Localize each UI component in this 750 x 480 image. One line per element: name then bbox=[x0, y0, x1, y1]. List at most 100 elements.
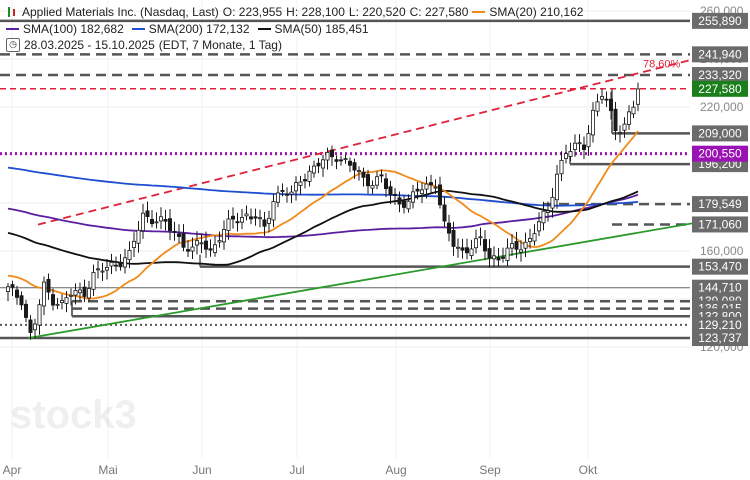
candle-up bbox=[6, 286, 11, 292]
candle-down bbox=[428, 182, 433, 186]
price-label-box bbox=[692, 46, 748, 63]
candle-down bbox=[163, 219, 168, 222]
candle-up bbox=[600, 96, 605, 100]
candle-up bbox=[370, 185, 375, 189]
chart-legend: Applied Materials Inc. (Nasdaq, Last) O:… bbox=[6, 4, 583, 54]
price-label: 200,550 bbox=[698, 147, 742, 161]
candle-up bbox=[577, 142, 582, 145]
candle-up bbox=[271, 201, 276, 221]
price-label: 241,940 bbox=[698, 47, 742, 61]
candle-up bbox=[555, 173, 560, 201]
candle-up bbox=[127, 250, 132, 261]
candle-up bbox=[410, 191, 415, 203]
candle-up bbox=[239, 217, 244, 223]
price-label: 255,890 bbox=[698, 14, 742, 28]
candle-down bbox=[582, 144, 587, 150]
candle-up bbox=[105, 266, 110, 271]
candle-up bbox=[455, 246, 460, 249]
candle-down bbox=[185, 249, 190, 252]
price-label: 129,210 bbox=[698, 318, 742, 332]
candle-up bbox=[320, 159, 325, 169]
candle-up bbox=[73, 290, 78, 296]
candle-up bbox=[473, 238, 478, 249]
candle-up bbox=[532, 233, 537, 242]
candle-up bbox=[433, 186, 438, 189]
candle-up bbox=[586, 133, 591, 148]
candle-up bbox=[78, 289, 83, 294]
candle-up bbox=[212, 244, 217, 253]
x-tick-label: Mai bbox=[98, 463, 117, 477]
candle-down bbox=[145, 210, 150, 217]
date-range: 28.03.2025 - 15.10.2025 bbox=[24, 38, 155, 52]
candle-up bbox=[226, 218, 231, 231]
candle-up bbox=[140, 212, 145, 231]
candle-up bbox=[244, 213, 249, 217]
price-label-box bbox=[692, 330, 748, 347]
sma20-line bbox=[7, 130, 639, 300]
price-label: 171,060 bbox=[698, 217, 742, 231]
candle-up bbox=[311, 165, 316, 174]
candle-up bbox=[307, 170, 312, 182]
candle-down bbox=[487, 248, 492, 259]
candle-up bbox=[478, 236, 483, 239]
candle-down bbox=[14, 289, 19, 298]
candle-down bbox=[460, 247, 465, 251]
candle-down bbox=[284, 193, 289, 196]
candle-up bbox=[64, 297, 69, 304]
ohlc-close: C: 227,580 bbox=[409, 5, 469, 19]
candle-up bbox=[87, 288, 92, 299]
price-label-box bbox=[692, 80, 748, 97]
candle-up bbox=[424, 183, 429, 190]
candle-down bbox=[167, 218, 172, 231]
candle-up bbox=[275, 192, 280, 203]
ohlc-high: H: 228,100 bbox=[286, 5, 345, 19]
sma20-swatch bbox=[472, 11, 486, 14]
clock-icon: ◷ bbox=[6, 38, 20, 53]
candle-up bbox=[136, 229, 141, 244]
candle-down bbox=[203, 240, 208, 250]
candle-up bbox=[289, 191, 294, 195]
candle-down bbox=[176, 233, 181, 237]
candle-up bbox=[221, 229, 226, 243]
candle-up bbox=[528, 238, 533, 242]
candle-down bbox=[172, 230, 177, 233]
candle-down bbox=[302, 179, 307, 182]
sma50-label: SMA(50) 185,451 bbox=[274, 21, 369, 36]
candle-down bbox=[361, 171, 366, 178]
trendline-green bbox=[27, 222, 693, 340]
candle-down bbox=[118, 262, 123, 268]
candle-up bbox=[519, 249, 524, 253]
candle-down bbox=[352, 162, 357, 171]
price-label-box bbox=[692, 145, 748, 162]
candle-up bbox=[96, 268, 101, 271]
price-label-box bbox=[692, 12, 748, 29]
ohlc-low: L: 220,520 bbox=[348, 5, 406, 19]
candle-down bbox=[10, 284, 15, 288]
candle-up bbox=[257, 217, 262, 220]
candle-down bbox=[388, 186, 393, 196]
moving-averages bbox=[7, 130, 639, 300]
candle-down bbox=[392, 193, 397, 196]
candle-down bbox=[442, 204, 447, 222]
price-label-box bbox=[692, 196, 748, 213]
candle-up bbox=[266, 217, 271, 224]
candle-down bbox=[19, 295, 24, 306]
candle-up bbox=[419, 189, 424, 195]
candle-up bbox=[636, 88, 641, 105]
candle-up bbox=[69, 294, 74, 297]
candle-up bbox=[568, 151, 573, 157]
candle-down bbox=[482, 239, 487, 252]
candle-up bbox=[631, 106, 636, 115]
candle-down bbox=[379, 174, 384, 177]
sma50-line bbox=[7, 189, 639, 266]
sma100-label: SMA(100) 182,682 bbox=[23, 21, 124, 36]
candle-up bbox=[298, 181, 303, 186]
candle-down bbox=[280, 190, 285, 192]
sma20-label: SMA(20) 210,162 bbox=[489, 5, 584, 19]
candle-up bbox=[343, 158, 348, 161]
candle-down bbox=[248, 216, 253, 220]
y-tick-label: 220,000 bbox=[700, 100, 744, 114]
price-label-box bbox=[692, 125, 748, 142]
candle-down bbox=[464, 247, 469, 254]
candle-up bbox=[595, 101, 600, 112]
